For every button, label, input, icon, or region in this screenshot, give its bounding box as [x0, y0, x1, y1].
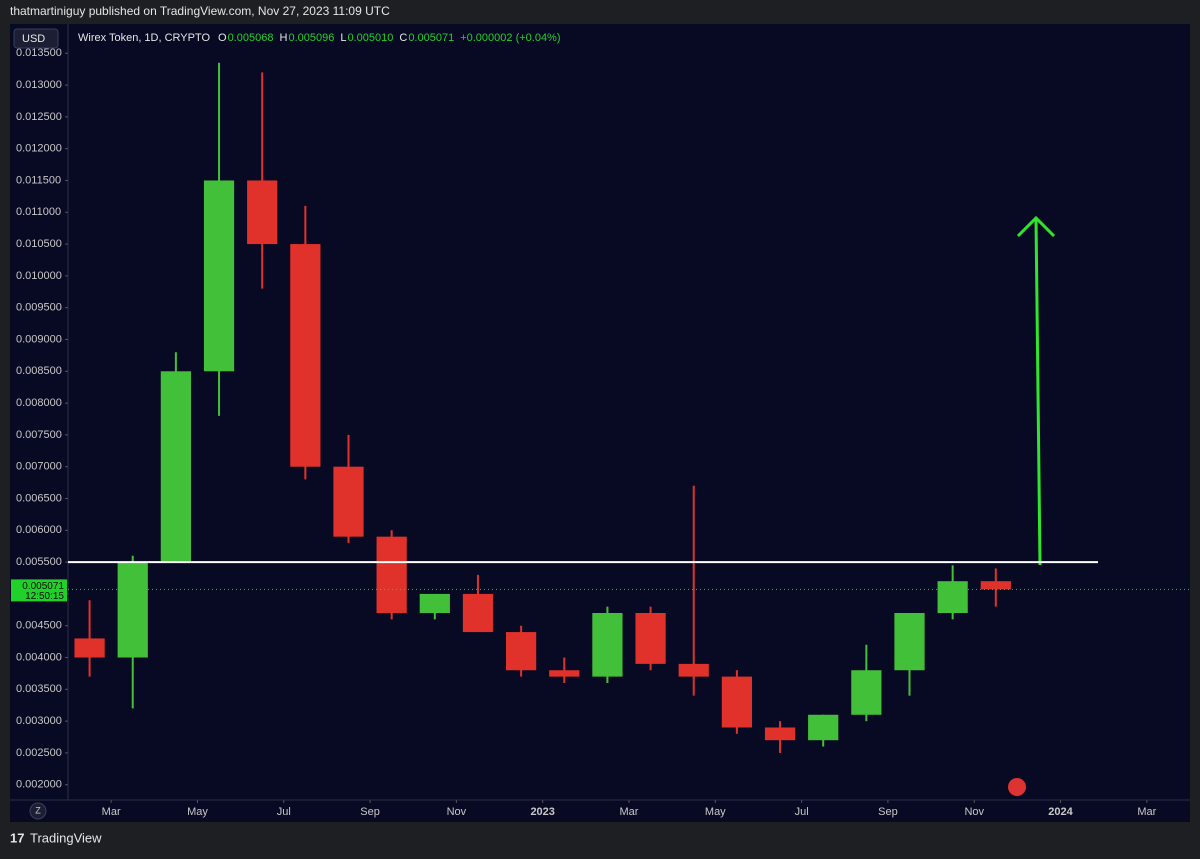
y-tick-label: 0.010500 [16, 238, 62, 250]
x-tick-label: Mar [102, 806, 121, 818]
flag-icon [1008, 778, 1026, 796]
symbol-title: Wirex Token, 1D, CRYPTO [78, 32, 210, 44]
y-tick-label: 0.002500 [16, 747, 62, 759]
x-tick-label: 2024 [1048, 806, 1073, 818]
y-tick-label: 0.007000 [16, 461, 62, 473]
currency-label[interactable]: USD [22, 33, 45, 45]
legend-value: 0.005068 [228, 32, 274, 44]
legend-change: +0.000002 (+0.04%) [460, 32, 560, 44]
x-tick-label: Sep [360, 806, 380, 818]
x-tick-label: May [187, 806, 208, 818]
candle-body [808, 714, 839, 741]
up-arrow [1016, 215, 1056, 566]
last-price-label: 0.005071 [22, 581, 64, 592]
x-tick-label: May [705, 806, 726, 818]
candle-body [203, 180, 235, 372]
y-tick-label: 0.005500 [16, 556, 62, 568]
y-tick-label: 0.009500 [16, 302, 62, 314]
y-tick-label: 0.008000 [16, 397, 62, 409]
y-tick-label: 0.010000 [16, 270, 62, 282]
candle-body [74, 638, 105, 658]
currency-button[interactable] [13, 28, 59, 49]
x-tick-label: Sep [878, 806, 898, 818]
candle-body [117, 562, 148, 658]
candle-body [980, 581, 1011, 590]
candle-body [764, 727, 796, 741]
legend-value: 0.005071 [408, 32, 454, 44]
x-tick-label: Jul [795, 806, 809, 818]
candle-body [506, 632, 537, 671]
x-tick-label: Mar [620, 806, 639, 818]
x-tick-label: Nov [447, 806, 467, 818]
legend-value: 0.005096 [288, 32, 334, 44]
candle-body [678, 663, 709, 677]
candle-body [247, 180, 278, 245]
y-tick-label: 0.002000 [16, 779, 62, 791]
candle-body [635, 612, 666, 664]
y-tick-label: 0.007500 [16, 429, 62, 441]
plot [74, 62, 1011, 753]
x-tick-label: Mar [1137, 806, 1156, 818]
y-tick-label: 0.003000 [16, 715, 62, 727]
legend-value: 0.005010 [347, 32, 393, 44]
logo-mark: 17 [10, 830, 24, 845]
candle-body [937, 581, 968, 613]
legend-key: C [399, 32, 407, 44]
candle-body [462, 593, 494, 633]
y-tick-label: 0.013000 [16, 79, 62, 91]
legend-key: O [218, 32, 227, 44]
y-tick-label: 0.012000 [16, 143, 62, 155]
y-tick-label: 0.009000 [16, 333, 62, 345]
y-tick-label: 0.004500 [16, 620, 62, 632]
y-tick-label: 0.004000 [16, 651, 62, 663]
candle-body [721, 676, 752, 728]
y-tick-label: 0.011000 [16, 206, 61, 218]
zoom-button[interactable] [29, 802, 47, 820]
x-tick-label: 2023 [530, 806, 554, 818]
candle-body [851, 670, 882, 715]
last-price-box [11, 579, 67, 602]
candle-body [592, 612, 623, 677]
candle-body [376, 536, 407, 613]
legend-key: H [280, 32, 288, 44]
y-tick-label: 0.011500 [16, 174, 61, 186]
y-tick-label: 0.008500 [16, 365, 62, 377]
logo-text: TradingView [30, 830, 102, 845]
header-text: thatmartiniguy published on TradingView.… [10, 4, 390, 18]
candle-body [333, 466, 364, 537]
y-tick-label: 0.003500 [16, 683, 62, 695]
zoom-label[interactable]: Z [35, 805, 41, 815]
countdown-label: 12:50:15 [25, 591, 64, 602]
candle-body [894, 612, 925, 671]
y-tick-label: 0.013500 [16, 47, 62, 59]
y-tick-label: 0.006000 [16, 524, 62, 536]
candle-body [290, 244, 321, 467]
y-tick-label: 0.012500 [16, 111, 62, 123]
y-tick-label: 0.006500 [16, 492, 62, 504]
candle-body [160, 371, 191, 563]
x-tick-label: Nov [964, 806, 984, 818]
candle-body [549, 670, 580, 677]
time-axis-background [10, 800, 1190, 822]
candle-body [419, 593, 450, 613]
x-tick-label: Jul [277, 806, 291, 818]
legend-key: L [340, 32, 346, 44]
